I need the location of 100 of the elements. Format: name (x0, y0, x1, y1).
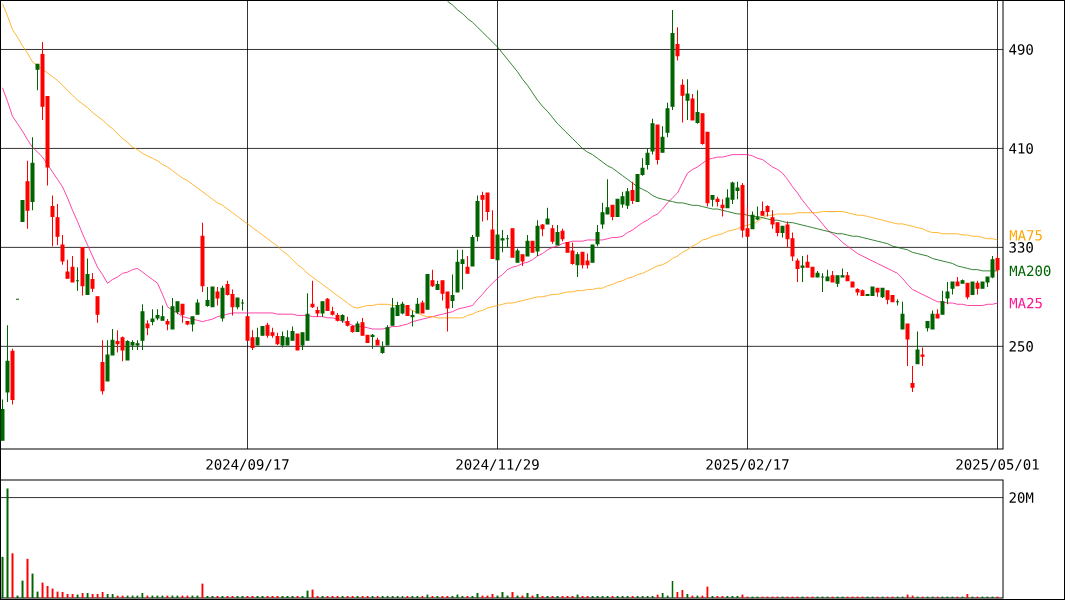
candlestick (165, 318, 170, 331)
candlestick (405, 305, 410, 316)
candlestick (190, 316, 195, 332)
candlestick (25, 160, 30, 230)
candlestick (630, 181, 635, 205)
candlestick (875, 287, 880, 298)
bar (106, 593, 109, 598)
bar (611, 595, 614, 598)
candlestick (20, 199, 25, 222)
candlestick (905, 323, 910, 367)
bar (326, 595, 329, 598)
candlestick (710, 194, 715, 208)
candlestick (795, 258, 800, 283)
candlestick (645, 147, 650, 170)
candlestick (935, 308, 940, 319)
series-label: MA75 (1009, 230, 1042, 241)
candlestick (975, 280, 980, 295)
candlestick (315, 306, 320, 318)
bar (541, 595, 544, 598)
bar (266, 595, 269, 598)
bar (641, 595, 644, 598)
bar (556, 595, 559, 598)
candlestick (75, 266, 80, 292)
candlestick (0, 399, 5, 441)
candlestick (660, 125, 665, 153)
bar (601, 595, 604, 598)
bar (296, 595, 299, 598)
candlestick (100, 339, 105, 396)
bar (661, 592, 664, 598)
x-tick-label: 2024/11/29 (456, 459, 539, 471)
bar (606, 595, 609, 598)
candlestick (350, 324, 355, 334)
bar (396, 595, 399, 598)
bar (596, 595, 599, 598)
bar (371, 595, 374, 598)
bar (91, 593, 94, 598)
bar (311, 589, 314, 598)
y-tick-label: 20M (1009, 492, 1034, 503)
candlestick (590, 244, 595, 263)
candlestick (995, 254, 1000, 274)
bar (61, 591, 64, 598)
bar (26, 558, 29, 598)
series-label: MA200 (1009, 265, 1051, 277)
candlestick (695, 89, 700, 125)
x-tick-label: 2025/02/17 (706, 459, 789, 471)
candlestick (575, 251, 580, 278)
candlestick (55, 203, 60, 246)
bar (31, 573, 34, 598)
bar (6, 488, 9, 598)
candlestick (180, 303, 185, 324)
candlestick (715, 196, 720, 208)
candlestick (675, 26, 680, 62)
bar (306, 590, 309, 598)
candlestick (670, 9, 675, 111)
candlestick (945, 281, 950, 305)
bar (51, 588, 54, 598)
bar (621, 595, 624, 598)
candlestick (940, 290, 945, 315)
candlestick (850, 281, 855, 288)
candlestick (965, 282, 970, 300)
bar (566, 595, 569, 598)
bar (36, 591, 39, 598)
bar (381, 595, 384, 598)
candlestick (335, 312, 340, 323)
bar (101, 591, 104, 598)
candlestick (470, 234, 475, 267)
candlestick (665, 102, 670, 138)
bar (271, 595, 274, 598)
candlestick (650, 118, 655, 156)
bar (391, 595, 394, 598)
candlestick (345, 316, 350, 328)
candlestick (780, 225, 785, 238)
bar (316, 595, 319, 598)
bar (336, 595, 339, 598)
bar (636, 595, 639, 598)
candlestick (510, 228, 515, 258)
candlestick (555, 224, 560, 246)
bar (386, 595, 389, 598)
candlestick (450, 274, 455, 309)
candlestick (145, 319, 150, 336)
candlestick (355, 321, 360, 332)
candlestick (595, 224, 600, 247)
candlestick (465, 255, 470, 274)
candlestick (375, 337, 380, 346)
candlestick (380, 340, 385, 355)
candlestick (95, 296, 100, 324)
bar (586, 595, 589, 598)
candlestick (490, 209, 495, 260)
bar (66, 593, 69, 598)
candlestick (220, 285, 225, 323)
candlestick (915, 330, 920, 365)
candlestick (255, 327, 260, 346)
bar (626, 595, 629, 598)
candlestick (525, 234, 530, 257)
candlestick (330, 306, 335, 316)
candlestick (200, 222, 205, 293)
candlestick (900, 301, 905, 330)
bar (536, 593, 539, 598)
candlestick (140, 303, 145, 351)
candlestick (560, 228, 565, 242)
